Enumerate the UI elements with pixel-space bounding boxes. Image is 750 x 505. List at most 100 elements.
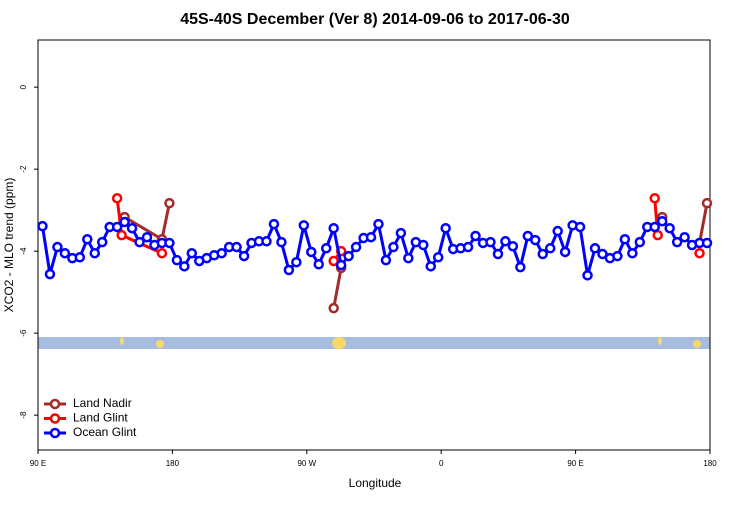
data-point (126, 222, 138, 234)
data-point (164, 197, 175, 209)
data-point (171, 254, 183, 266)
data-point (37, 220, 48, 232)
data-point (537, 248, 548, 260)
data-point (96, 236, 108, 248)
data-point (403, 252, 414, 264)
x-tick-label: 0 (439, 459, 444, 468)
data-point (440, 222, 451, 234)
data-point (216, 247, 227, 259)
y-axis-label: XCO2 - MLO trend (ppm) (2, 178, 16, 313)
data-point (522, 230, 534, 242)
data-point (649, 193, 660, 204)
data-point (515, 261, 526, 273)
data-point (425, 261, 436, 272)
data-point (694, 247, 705, 259)
x-axis-label: Longitude (349, 476, 402, 490)
data-point (156, 247, 168, 259)
data-point (462, 241, 474, 253)
data-point (656, 215, 668, 227)
data-point (276, 236, 287, 248)
data-point (507, 240, 519, 252)
data-point (350, 241, 362, 253)
data-point (365, 231, 377, 243)
data-point (380, 254, 392, 266)
data-point (544, 243, 556, 254)
x-tick-label: 90 E (30, 459, 46, 468)
data-point (89, 247, 100, 259)
ocean-strip (38, 337, 710, 349)
x-tick-label: 180 (166, 459, 180, 468)
data-point (530, 234, 541, 246)
legend-marker (49, 427, 61, 439)
land-patch (120, 337, 124, 345)
legend-marker (49, 413, 61, 424)
x-tick-label: 180 (703, 459, 717, 468)
data-point (470, 230, 481, 242)
data-point (261, 236, 272, 247)
data-point (164, 237, 175, 249)
data-point (701, 237, 713, 249)
data-point (52, 241, 63, 253)
data-point (597, 248, 608, 260)
x-tick-label: 90 W (297, 459, 316, 468)
data-point (82, 234, 93, 245)
data-point (111, 193, 123, 204)
data-point (559, 246, 571, 258)
data-point (59, 247, 71, 259)
data-point (111, 221, 123, 233)
data-point (671, 236, 683, 248)
data-point (306, 246, 317, 258)
data-point (649, 221, 660, 233)
data-point (664, 222, 675, 234)
data-point (552, 225, 563, 237)
data-point (701, 197, 713, 209)
data-point (373, 218, 384, 230)
data-point (343, 250, 354, 262)
data-point (432, 252, 444, 263)
y-tick-label: -8 (19, 411, 28, 419)
legend-marker (49, 398, 61, 410)
data-point (328, 255, 339, 267)
data-point (328, 222, 339, 234)
data-point (582, 270, 593, 281)
data-point (627, 247, 638, 259)
data-point (179, 261, 190, 272)
data-point (485, 236, 496, 248)
y-tick-label: 0 (19, 84, 28, 89)
data-point (634, 236, 646, 248)
data-point (320, 243, 332, 254)
data-point (74, 252, 86, 263)
data-point (335, 259, 347, 271)
data-point (492, 248, 504, 260)
data-point (328, 302, 339, 314)
data-point (291, 256, 302, 268)
map-strip (38, 337, 710, 349)
data-point (141, 231, 153, 243)
data-point (231, 241, 242, 253)
data-point (119, 216, 130, 228)
data-point (500, 236, 511, 247)
data-point (116, 229, 127, 241)
data-point (186, 247, 198, 259)
y-tick-label: -6 (19, 329, 28, 337)
land-patch (693, 340, 701, 348)
data-point (298, 220, 310, 231)
data-point (268, 218, 280, 230)
data-point (44, 268, 56, 280)
legend-label: Ocean Glint (73, 425, 137, 439)
data-point (388, 241, 399, 253)
data-point (589, 243, 601, 254)
data-point (313, 259, 324, 270)
data-point (619, 234, 631, 245)
data-point (395, 227, 407, 239)
legend-label: Land Nadir (73, 396, 132, 410)
y-tick-label: -4 (19, 247, 28, 255)
data-point (134, 236, 145, 248)
y-tick-label: -2 (19, 165, 28, 173)
chart-title: 45S-40S December (Ver 8) 2014-09-06 to 2… (180, 11, 570, 28)
land-patch (332, 337, 346, 349)
data-point (238, 250, 250, 262)
data-point (612, 250, 623, 262)
data-point (574, 221, 586, 233)
legend-label: Land Glint (73, 411, 128, 425)
